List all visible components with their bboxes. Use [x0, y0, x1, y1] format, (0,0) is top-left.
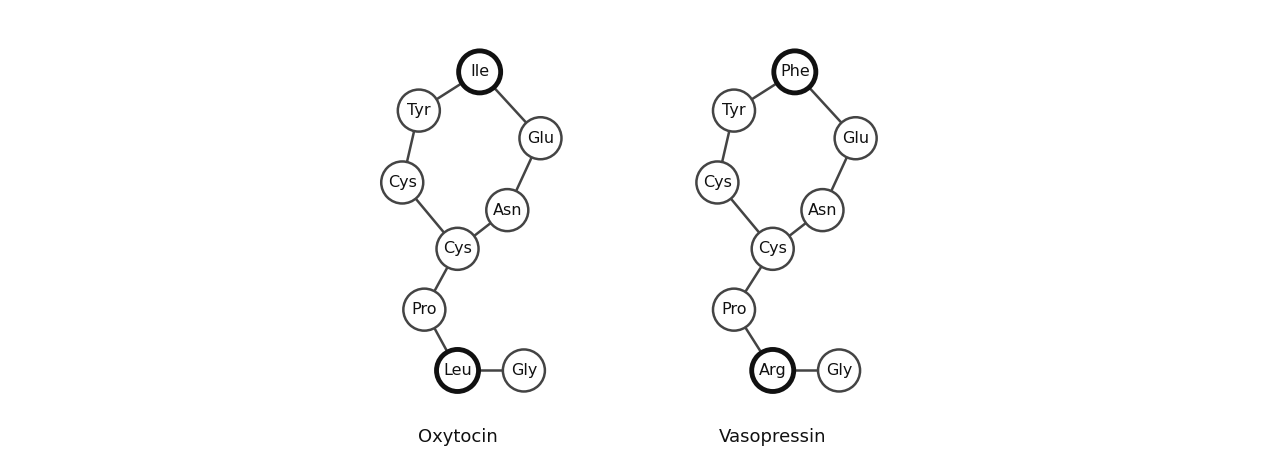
Circle shape [696, 162, 739, 204]
Text: Gly: Gly [511, 363, 538, 378]
Circle shape [403, 289, 445, 331]
Text: Tyr: Tyr [407, 103, 430, 118]
Circle shape [751, 228, 794, 270]
Circle shape [520, 117, 562, 159]
Text: Glu: Glu [527, 131, 554, 146]
Circle shape [436, 350, 479, 392]
Circle shape [458, 51, 500, 93]
Text: Pro: Pro [412, 302, 436, 317]
Text: Asn: Asn [493, 203, 522, 218]
Circle shape [801, 189, 844, 231]
Text: Cys: Cys [758, 241, 787, 256]
Text: Arg: Arg [759, 363, 787, 378]
Circle shape [486, 189, 529, 231]
Circle shape [503, 350, 545, 392]
Text: Glu: Glu [842, 131, 869, 146]
Circle shape [835, 117, 877, 159]
Circle shape [381, 162, 424, 204]
Text: Cys: Cys [388, 175, 417, 190]
Text: Asn: Asn [808, 203, 837, 218]
Circle shape [774, 51, 815, 93]
Text: Oxytocin: Oxytocin [417, 428, 498, 446]
Text: Phe: Phe [780, 64, 810, 79]
Circle shape [818, 350, 860, 392]
Text: Ile: Ile [470, 64, 489, 79]
Circle shape [713, 90, 755, 132]
Circle shape [713, 289, 755, 331]
Text: Pro: Pro [721, 302, 746, 317]
Text: Cys: Cys [703, 175, 732, 190]
Text: Tyr: Tyr [722, 103, 746, 118]
Text: Cys: Cys [443, 241, 472, 256]
Circle shape [398, 90, 440, 132]
Circle shape [436, 228, 479, 270]
Text: Leu: Leu [443, 363, 472, 378]
Text: Vasopressin: Vasopressin [719, 428, 827, 446]
Text: Gly: Gly [826, 363, 852, 378]
Circle shape [751, 350, 794, 392]
